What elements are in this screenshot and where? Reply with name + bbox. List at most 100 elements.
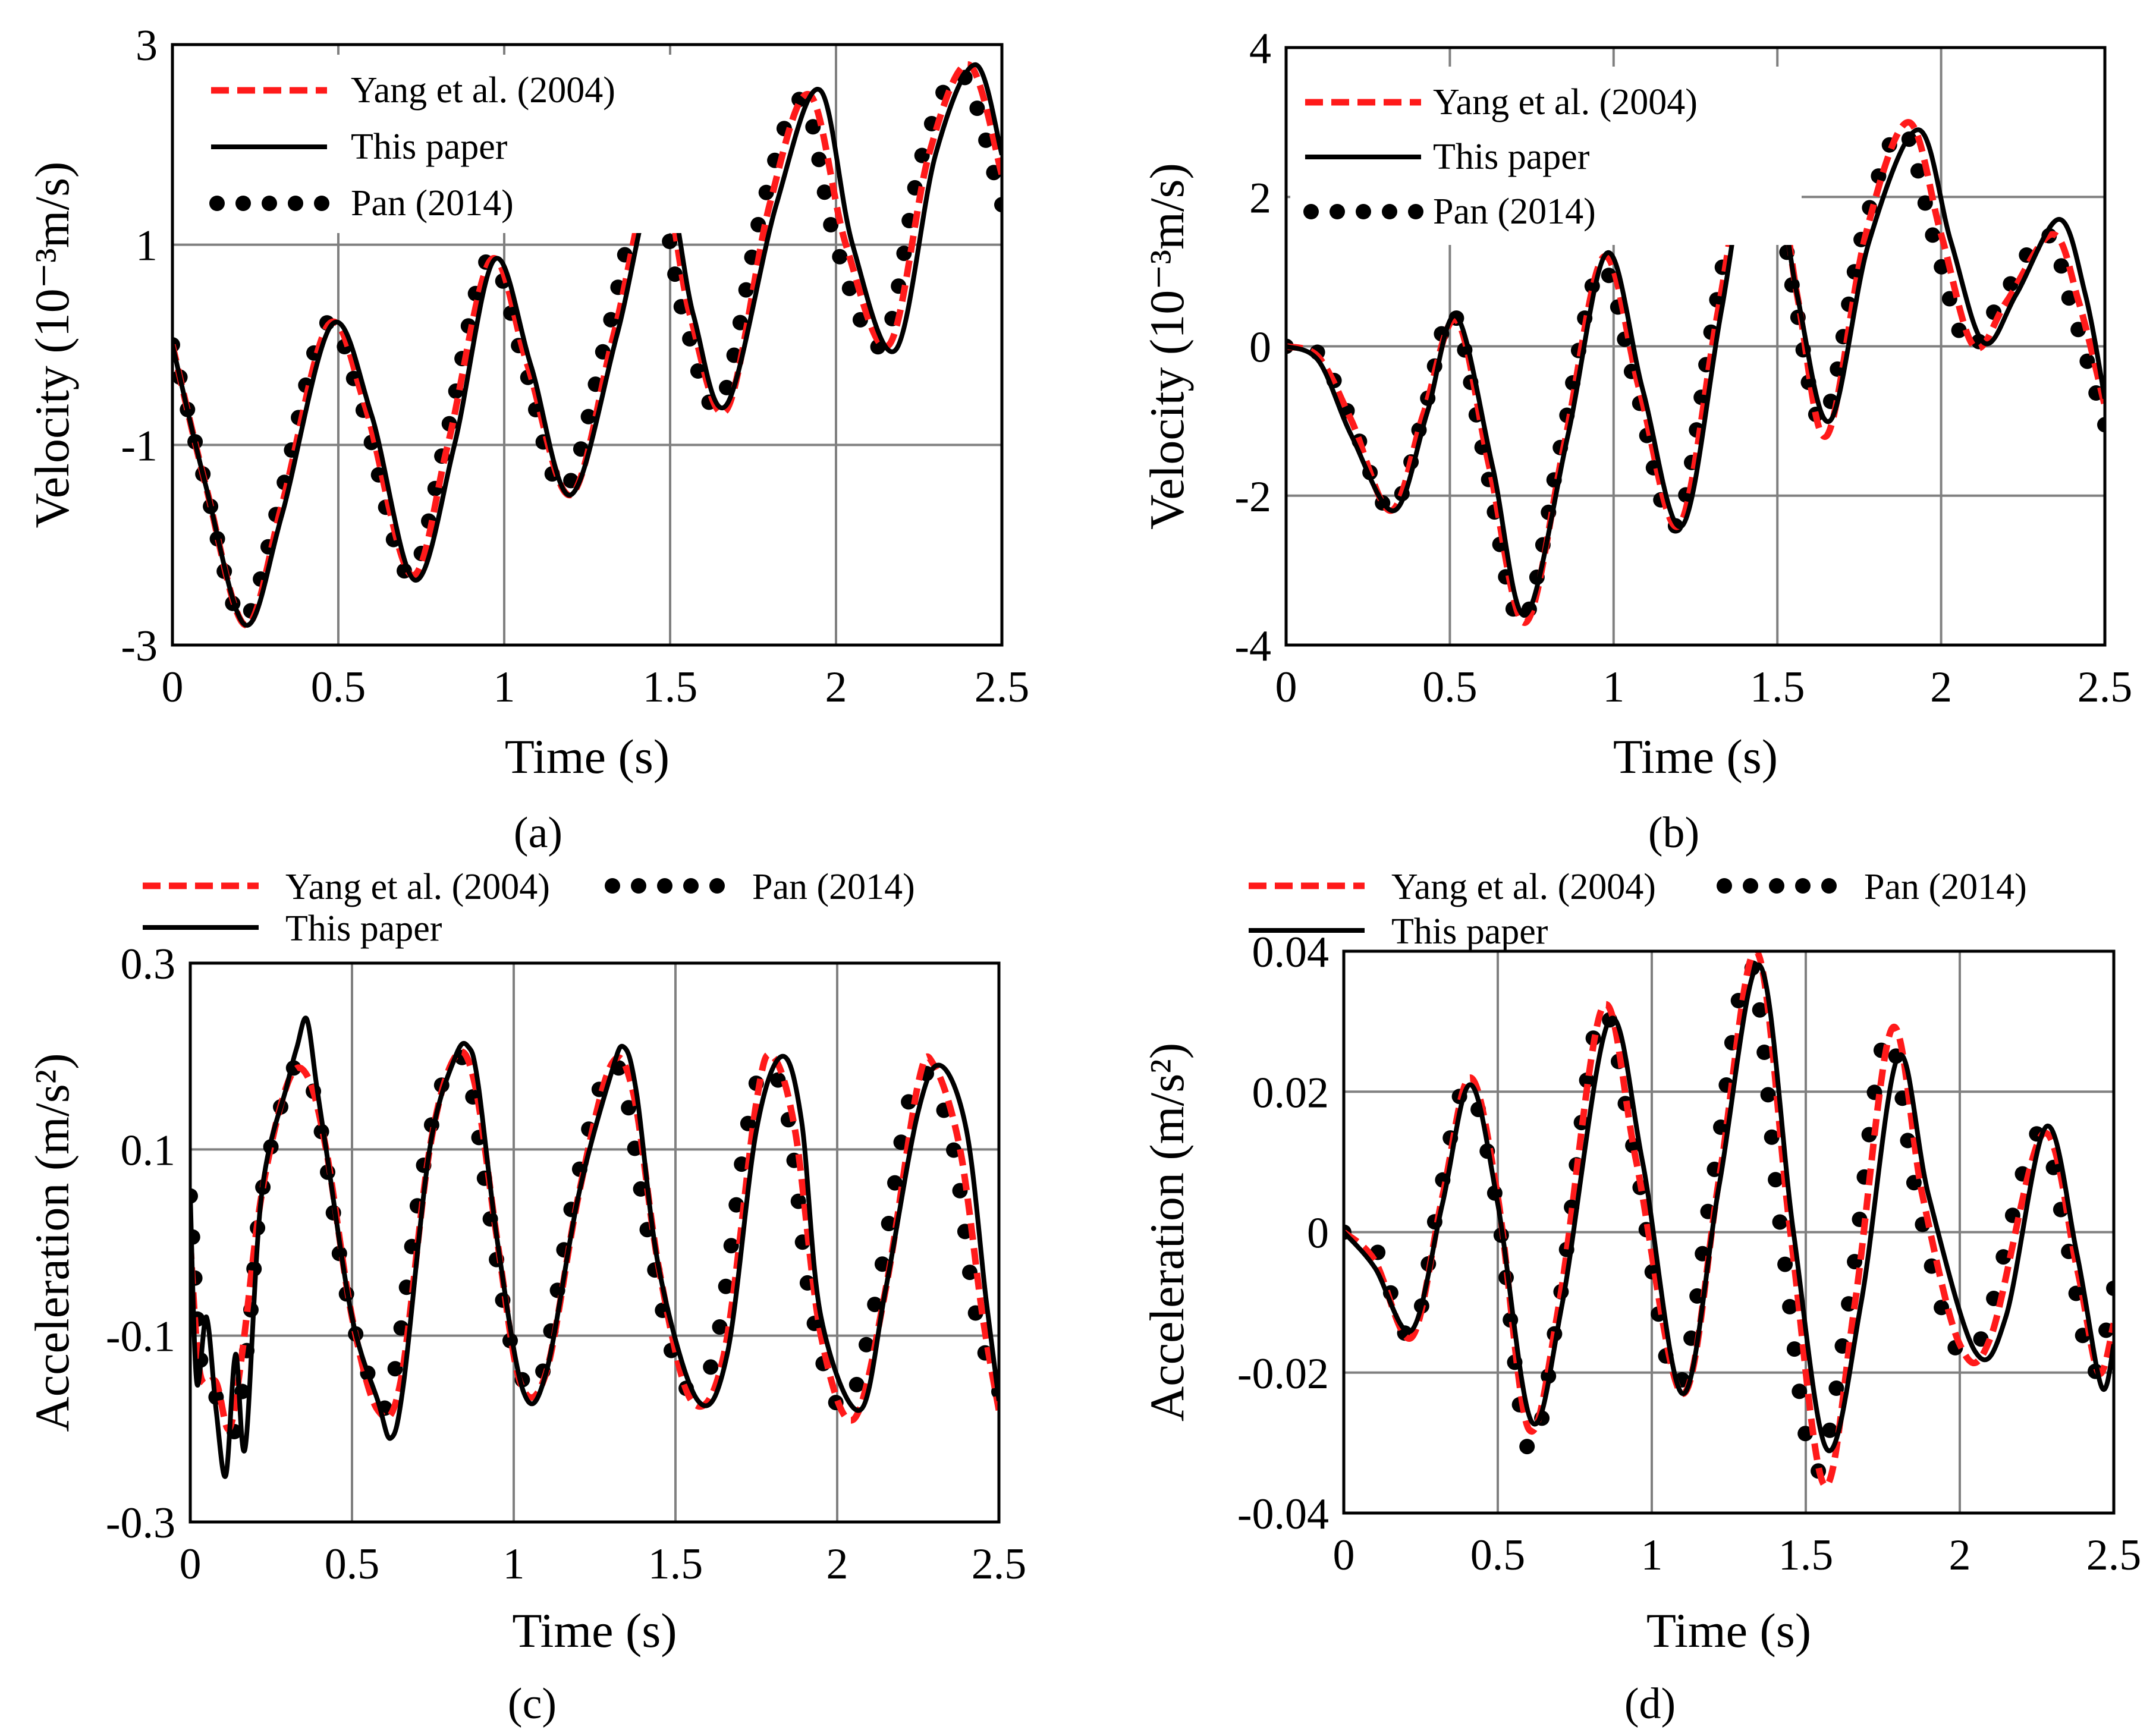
x-tick-label: 0.5 — [311, 663, 366, 712]
series-line-this-paper — [171, 62, 1003, 628]
y-tick-label: 0.1 — [121, 1126, 176, 1175]
series-point-pan — [1797, 1426, 1814, 1442]
x-tick-label: 1 — [494, 663, 516, 712]
y-tick-label: 0 — [1249, 323, 1271, 372]
x-tick-label: 2.5 — [972, 1540, 1027, 1589]
y-ticks-c: -0.3 -0.1 0.1 0.3 — [106, 940, 175, 1548]
series-point-pan — [667, 266, 683, 282]
y-ticks-a: -3 -1 1 3 — [121, 21, 158, 671]
plot-frame-c — [188, 961, 1001, 1524]
series-point-pan — [1910, 163, 1926, 179]
y-axis-label-a: Velocity (10⁻³m/s) — [25, 162, 79, 529]
y-tick-label: 3 — [136, 21, 158, 70]
series-point-pan — [859, 1336, 874, 1353]
legend-label: This paper — [1391, 911, 1548, 952]
series-layer-c — [189, 1015, 1000, 1479]
x-tick-label: 0 — [1275, 663, 1297, 712]
series-point-pan — [712, 1319, 728, 1335]
series-point-pan — [1768, 1172, 1784, 1188]
legend-label: Yang et al. (2004) — [1433, 82, 1698, 122]
legend-swatch-pan-dot — [657, 878, 672, 894]
legend-a: Yang et al. (2004) This paper Pan (2014) — [196, 55, 708, 233]
legend-swatch-pan-dot — [1303, 204, 1319, 219]
series-point-pan — [841, 281, 857, 297]
legend-swatch-pan-dot — [288, 196, 303, 211]
x-tick-label: 1 — [1602, 663, 1624, 712]
x-tick-label: 0 — [1333, 1531, 1355, 1580]
series-line-yang — [1285, 81, 2106, 626]
series-point-pan — [832, 249, 848, 265]
series-point-pan — [2003, 276, 2019, 292]
x-tick-label: 0 — [162, 663, 184, 712]
series-point-pan — [1756, 1045, 1772, 1060]
legend-label: This paper — [351, 127, 508, 167]
series-point-pan — [1764, 1129, 1780, 1145]
legend-label: Yang et al. (2004) — [351, 70, 615, 111]
legend-label: Pan (2014) — [1864, 867, 2027, 907]
series-layer-d — [1343, 950, 2115, 1489]
series-point-pan — [703, 1359, 719, 1375]
x-ticks-d: 0 0.5 1 1.5 2 2.5 — [1333, 1531, 2142, 1580]
caption-d: (d) — [1624, 1680, 1676, 1728]
x-axis-label-d: Time (s) — [1646, 1603, 1811, 1658]
series-point-pan — [805, 119, 821, 135]
legend-swatch-pan-dot — [683, 878, 699, 894]
legend-swatch-pan-dot — [1821, 878, 1837, 894]
legend-swatch-pan-dot — [1743, 878, 1758, 894]
series-point-pan — [1519, 1439, 1535, 1455]
legend-label: Pan (2014) — [351, 183, 514, 224]
caption-b: (b) — [1648, 809, 1699, 857]
plot-frame-a — [171, 43, 1004, 647]
x-tick-label: 2 — [826, 1540, 848, 1589]
y-axis-label-d: Acceleration (m/s²) — [1140, 1043, 1194, 1421]
series-point-pan — [1828, 1380, 1844, 1396]
panel-d: 0 0.5 1 1.5 2 2.5 -0.04 -0.02 0 0.02 0.04 Time (s… — [1140, 867, 2141, 1728]
y-tick-label: 1 — [136, 222, 158, 271]
legend-swatch-pan-dot — [262, 196, 277, 211]
series-point-pan — [811, 152, 827, 168]
y-tick-label: 0 — [1307, 1209, 1329, 1258]
series-point-pan — [1752, 1002, 1768, 1018]
y-tick-label: -2 — [1234, 473, 1271, 521]
legend-label: This paper — [285, 908, 442, 949]
x-tick-label: 2 — [825, 663, 847, 712]
x-tick-label: 1.5 — [1778, 1531, 1834, 1580]
legend-swatch-pan-dot — [235, 196, 251, 211]
legend-swatch-pan-dot — [209, 196, 225, 211]
x-tick-label: 0 — [180, 1540, 202, 1589]
series-point-pan — [1782, 1298, 1798, 1314]
legend-background — [196, 55, 708, 233]
series-line-yang — [171, 61, 1003, 628]
series-point-pan — [2061, 290, 2077, 306]
x-tick-label: 0.5 — [1422, 663, 1478, 712]
series-point-pan — [962, 1265, 978, 1281]
x-tick-label: 2.5 — [2086, 1531, 2142, 1580]
y-tick-label: -0.04 — [1237, 1490, 1329, 1539]
x-tick-label: 1.5 — [643, 663, 698, 712]
series-point-pan — [1579, 1073, 1595, 1088]
series-point-pan — [2053, 258, 2069, 274]
legend-swatch-pan-dot — [605, 878, 620, 894]
y-tick-label: -0.3 — [106, 1499, 175, 1548]
legend-c: Yang et al. (2004) Pan (2014) This paper — [143, 867, 915, 949]
series-layer-b — [1285, 81, 2106, 626]
x-tick-label: 1 — [503, 1540, 525, 1589]
series-point-pan — [867, 1297, 883, 1313]
series-point-pan — [1822, 1422, 1838, 1438]
series-point-pan — [1792, 1383, 1808, 1400]
y-tick-label: -0.02 — [1237, 1350, 1329, 1398]
legend-label: Pan (2014) — [752, 867, 915, 907]
y-tick-label: 4 — [1249, 24, 1271, 73]
x-ticks-a: 0 0.5 1 1.5 2 2.5 — [162, 663, 1030, 712]
legend-swatch-pan-dot — [314, 196, 329, 211]
legend-swatch-pan-dot — [1408, 204, 1423, 219]
legend-b: Yang et al. (2004) This paper Pan (2014) — [1290, 67, 1802, 245]
series-point-pan — [1934, 1300, 1950, 1316]
x-tick-label: 1.5 — [648, 1540, 703, 1589]
legend-label: This paper — [1433, 137, 1590, 177]
legend-label: Pan (2014) — [1433, 191, 1596, 232]
series-point-pan — [1917, 195, 1933, 211]
legend-d: Yang et al. (2004) Pan (2014) This paper — [1249, 867, 2027, 952]
x-axis-label-a: Time (s) — [505, 729, 670, 784]
